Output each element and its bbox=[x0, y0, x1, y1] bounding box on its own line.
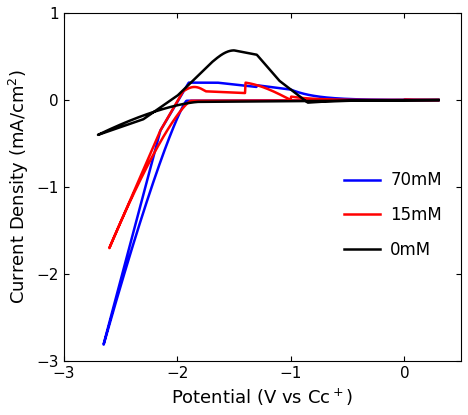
70mM bbox=[186, 80, 192, 85]
70mM bbox=[329, 98, 335, 103]
15mM bbox=[401, 98, 406, 103]
15mM bbox=[436, 98, 441, 103]
0mM bbox=[369, 98, 375, 103]
70mM bbox=[101, 342, 107, 347]
70mM bbox=[164, 118, 169, 123]
15mM bbox=[243, 80, 249, 85]
15mM bbox=[297, 95, 303, 100]
15mM bbox=[380, 98, 386, 103]
0mM bbox=[106, 127, 111, 132]
0mM bbox=[195, 73, 201, 78]
X-axis label: Potential (V vs Cc$^+$): Potential (V vs Cc$^+$) bbox=[171, 387, 353, 408]
70mM bbox=[176, 98, 181, 103]
Line: 70mM: 70mM bbox=[104, 83, 439, 344]
Legend: 70mM, 15mM, 0mM: 70mM, 15mM, 0mM bbox=[337, 165, 449, 265]
0mM bbox=[95, 132, 101, 137]
70mM bbox=[300, 98, 306, 103]
70mM bbox=[436, 98, 441, 103]
0mM bbox=[436, 98, 441, 103]
Y-axis label: Current Density (mA/cm$^2$): Current Density (mA/cm$^2$) bbox=[7, 70, 31, 305]
0mM bbox=[420, 98, 426, 103]
Line: 15mM: 15mM bbox=[110, 83, 439, 248]
0mM bbox=[430, 98, 436, 103]
70mM bbox=[111, 304, 117, 309]
0mM bbox=[163, 101, 169, 106]
0mM bbox=[436, 98, 441, 103]
70mM bbox=[165, 140, 170, 145]
15mM bbox=[107, 246, 112, 251]
15mM bbox=[413, 98, 419, 103]
Line: 0mM: 0mM bbox=[98, 50, 439, 135]
0mM bbox=[231, 48, 237, 53]
15mM bbox=[136, 181, 141, 186]
15mM bbox=[252, 98, 258, 103]
70mM bbox=[436, 98, 441, 103]
15mM bbox=[436, 98, 441, 103]
